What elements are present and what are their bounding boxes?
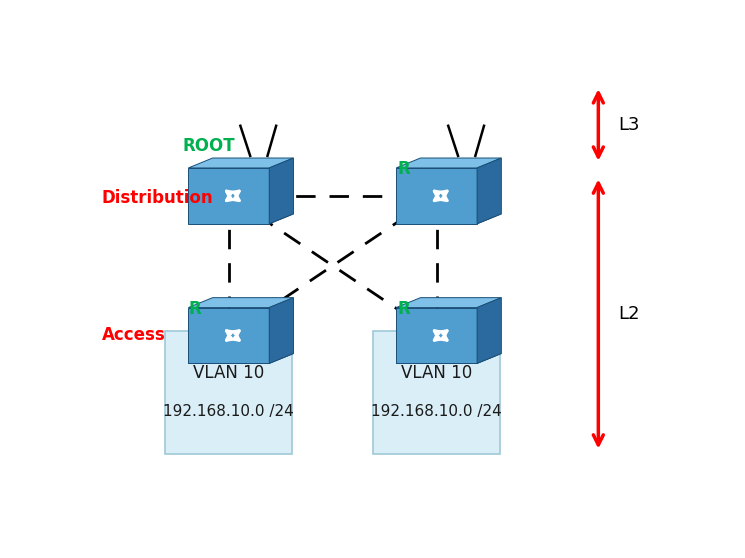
Text: 192.168.10.0 /24: 192.168.10.0 /24 xyxy=(163,404,294,419)
Polygon shape xyxy=(396,168,477,224)
Text: ROOT: ROOT xyxy=(183,137,235,156)
Polygon shape xyxy=(188,158,294,168)
Polygon shape xyxy=(188,168,269,224)
Text: 192.168.10.0 /24: 192.168.10.0 /24 xyxy=(371,404,502,419)
FancyBboxPatch shape xyxy=(165,331,292,454)
Polygon shape xyxy=(396,158,501,168)
Polygon shape xyxy=(396,214,501,224)
Polygon shape xyxy=(269,158,294,224)
Polygon shape xyxy=(188,297,294,307)
Polygon shape xyxy=(396,297,501,307)
FancyBboxPatch shape xyxy=(373,331,500,454)
Polygon shape xyxy=(188,354,294,363)
Text: Distribution: Distribution xyxy=(102,189,213,207)
Text: R: R xyxy=(397,300,410,318)
Polygon shape xyxy=(396,354,501,363)
Text: VLAN 10: VLAN 10 xyxy=(193,364,264,382)
Text: VLAN 10: VLAN 10 xyxy=(401,364,472,382)
Text: L3: L3 xyxy=(618,116,640,134)
Polygon shape xyxy=(188,214,294,224)
Polygon shape xyxy=(396,307,477,363)
Text: R: R xyxy=(397,160,410,178)
Text: R: R xyxy=(188,300,201,318)
Text: L2: L2 xyxy=(618,305,640,323)
Polygon shape xyxy=(477,297,501,363)
Polygon shape xyxy=(269,297,294,363)
Polygon shape xyxy=(477,158,501,224)
Polygon shape xyxy=(188,307,269,363)
Text: Access: Access xyxy=(102,326,165,344)
